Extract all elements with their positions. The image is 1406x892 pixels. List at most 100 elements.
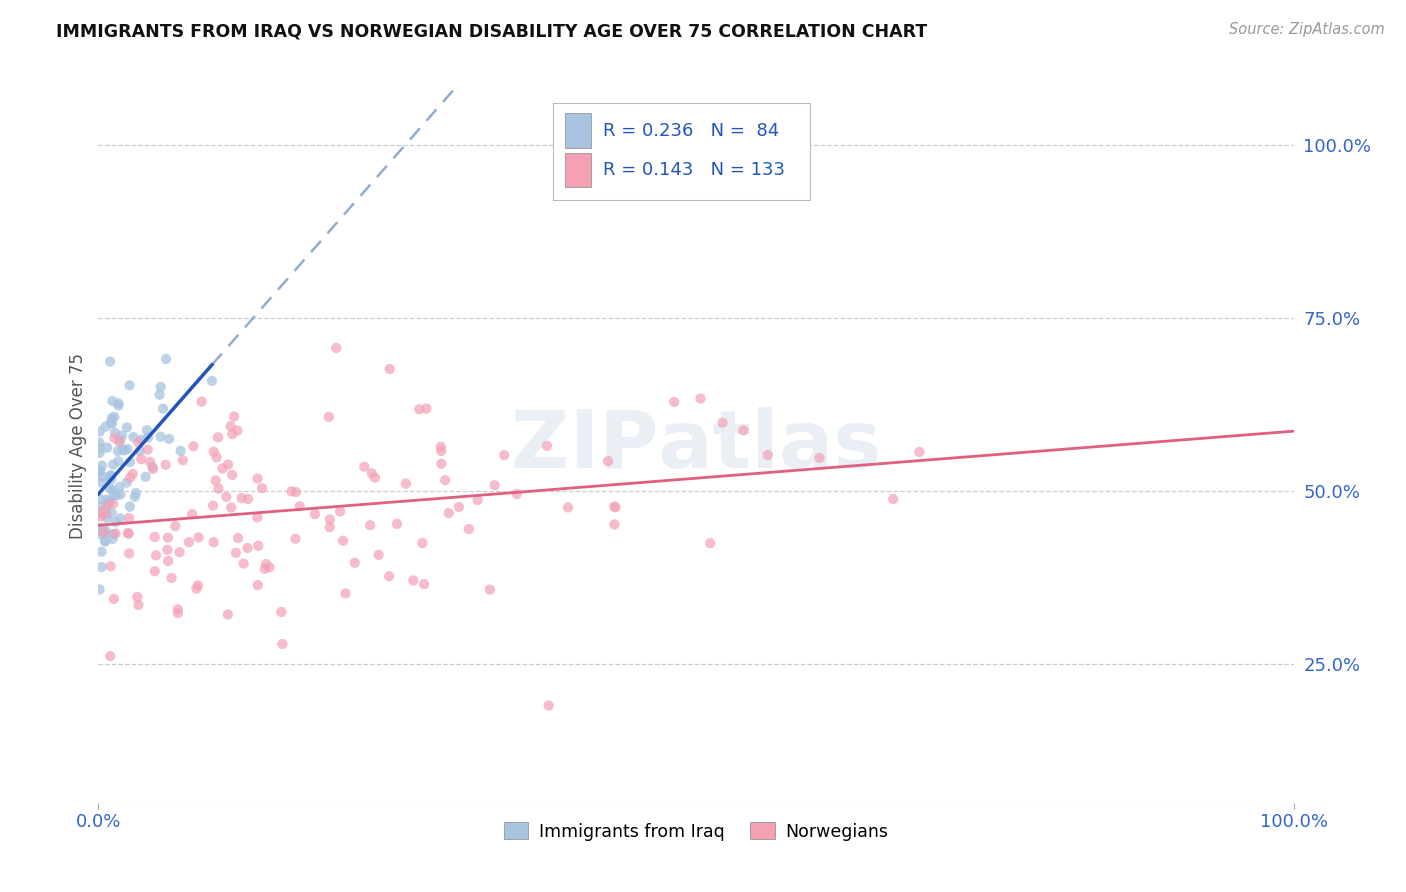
- Point: [699, 536, 721, 550]
- Point: [304, 507, 326, 521]
- Point: [207, 482, 229, 496]
- Point: [142, 462, 165, 476]
- Point: [121, 467, 143, 481]
- Point: [478, 582, 501, 597]
- Point: [100, 472, 122, 486]
- Point: [236, 491, 259, 506]
- Point: [160, 571, 183, 585]
- Point: [259, 560, 281, 574]
- Point: [98, 494, 121, 508]
- Point: [364, 470, 387, 484]
- Point: [135, 423, 157, 437]
- Point: [101, 497, 124, 511]
- Point: [94, 419, 117, 434]
- Point: [100, 506, 122, 520]
- Point: [96, 499, 118, 513]
- Point: [145, 549, 167, 563]
- Point: [335, 586, 357, 600]
- Point: [104, 526, 127, 541]
- Point: [157, 432, 180, 446]
- Point: [177, 535, 200, 549]
- Point: [231, 491, 253, 505]
- Point: [98, 481, 121, 495]
- Point: [90, 544, 112, 558]
- Point: [226, 424, 249, 438]
- Point: [536, 439, 558, 453]
- Point: [127, 590, 149, 604]
- Point: [415, 401, 437, 416]
- Point: [127, 435, 149, 450]
- Point: [157, 554, 180, 568]
- Point: [430, 444, 453, 458]
- Point: [89, 582, 111, 597]
- Point: [155, 351, 177, 366]
- Point: [108, 434, 131, 449]
- Point: [250, 481, 273, 495]
- Point: [143, 530, 166, 544]
- Point: [89, 463, 111, 477]
- Point: [494, 448, 516, 462]
- Point: [103, 527, 125, 541]
- Point: [484, 478, 506, 492]
- Point: [103, 489, 125, 503]
- Point: [104, 515, 127, 529]
- Point: [101, 458, 124, 472]
- Point: [89, 435, 111, 450]
- Point: [148, 388, 170, 402]
- Point: [207, 430, 229, 444]
- Point: [202, 535, 225, 549]
- Point: [89, 527, 111, 541]
- Point: [101, 532, 124, 546]
- Point: [733, 423, 755, 437]
- Point: [557, 500, 579, 515]
- Point: [201, 374, 224, 388]
- Point: [111, 442, 134, 457]
- Point: [226, 531, 249, 545]
- Point: [111, 428, 134, 442]
- Point: [100, 416, 122, 430]
- Point: [378, 362, 401, 376]
- Point: [506, 487, 529, 501]
- Text: Source: ZipAtlas.com: Source: ZipAtlas.com: [1229, 22, 1385, 37]
- Point: [97, 494, 120, 508]
- Point: [156, 542, 179, 557]
- Point: [325, 341, 347, 355]
- Point: [107, 396, 129, 410]
- Point: [183, 439, 205, 453]
- Point: [117, 525, 139, 540]
- Point: [100, 468, 122, 483]
- Point: [167, 602, 190, 616]
- Point: [271, 637, 294, 651]
- Point: [124, 490, 146, 504]
- Point: [101, 417, 124, 431]
- Point: [329, 504, 352, 518]
- Point: [343, 556, 366, 570]
- Point: [318, 520, 340, 534]
- Point: [115, 420, 138, 434]
- Point: [284, 532, 307, 546]
- Point: [217, 458, 239, 472]
- Point: [96, 511, 118, 525]
- Point: [169, 545, 191, 559]
- Point: [219, 500, 242, 515]
- Point: [186, 582, 208, 596]
- Point: [225, 546, 247, 560]
- Point: [94, 501, 117, 516]
- Point: [135, 470, 157, 484]
- Point: [118, 526, 141, 541]
- Point: [603, 517, 626, 532]
- Point: [125, 486, 148, 500]
- Point: [205, 450, 228, 465]
- Point: [378, 569, 401, 583]
- Point: [711, 416, 734, 430]
- Point: [90, 509, 112, 524]
- Point: [118, 500, 141, 514]
- Point: [537, 698, 560, 713]
- Point: [91, 521, 114, 535]
- Point: [118, 511, 141, 525]
- Point: [165, 519, 187, 533]
- Point: [467, 493, 489, 508]
- Point: [94, 524, 117, 538]
- Point: [108, 511, 131, 525]
- Point: [246, 578, 269, 592]
